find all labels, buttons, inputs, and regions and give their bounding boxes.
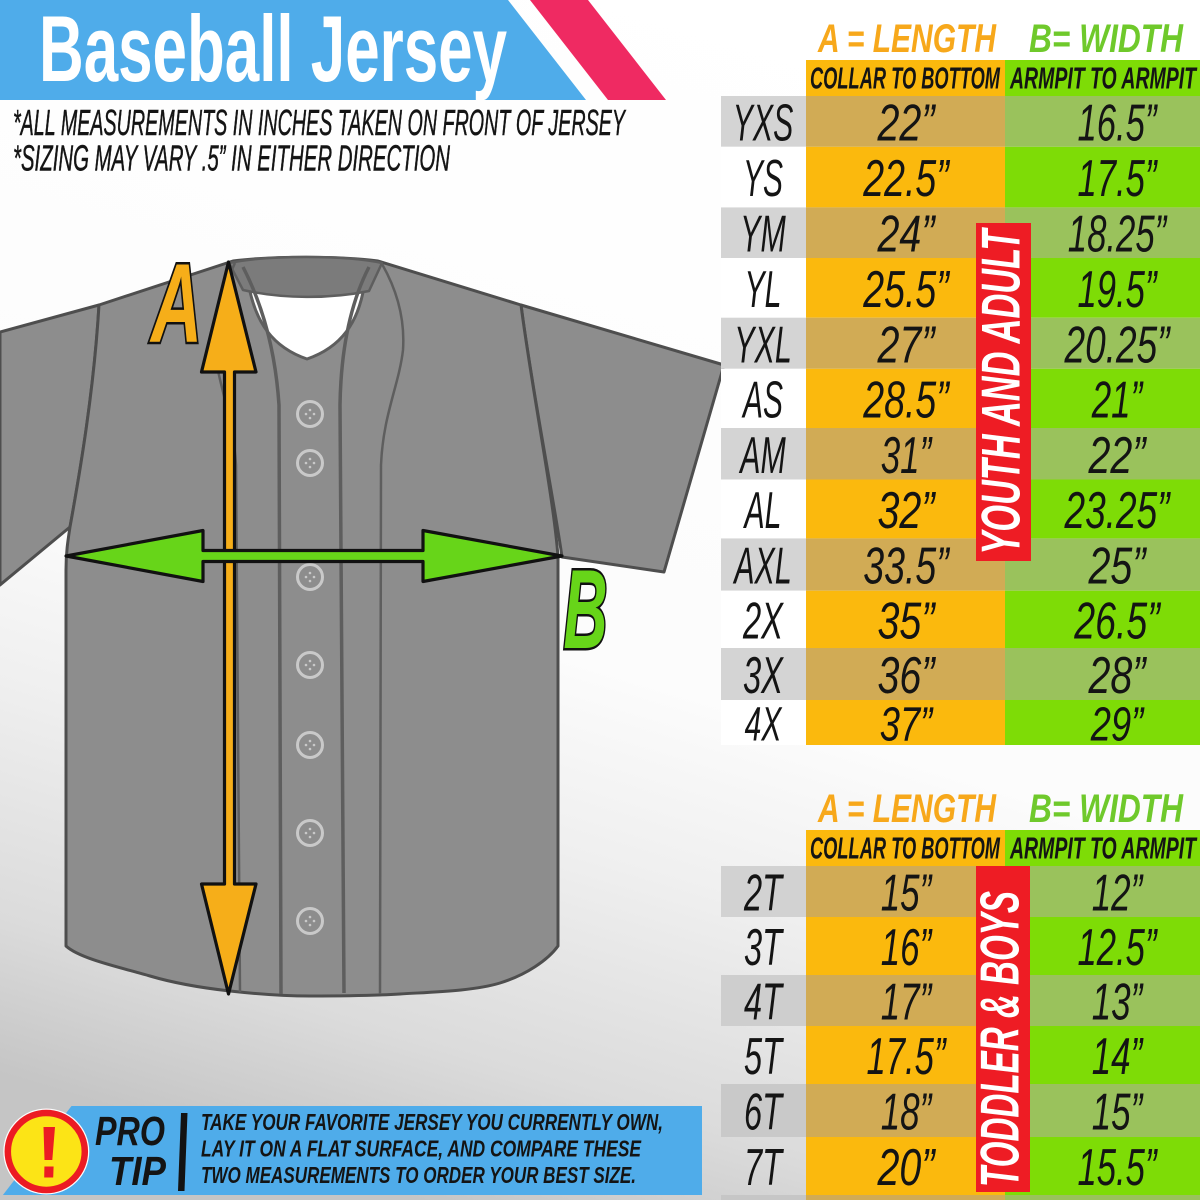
- svg-text:15”: 15”: [1092, 1084, 1144, 1142]
- svg-text:TWO MEASUREMENTS TO ORDER YOUR: TWO MEASUREMENTS TO ORDER YOUR BEST SIZE…: [201, 1162, 636, 1188]
- svg-text:19.5”: 19.5”: [1078, 261, 1159, 319]
- svg-text:28.5”: 28.5”: [863, 371, 951, 429]
- svg-text:3X: 3X: [743, 647, 784, 705]
- svg-text:15.5”: 15.5”: [1078, 1139, 1159, 1197]
- svg-text:YS: YS: [743, 150, 783, 208]
- svg-text:AXL: AXL: [732, 538, 791, 596]
- svg-text:33.5”: 33.5”: [863, 538, 950, 596]
- svg-text:A: A: [149, 241, 202, 366]
- svg-text:YL: YL: [745, 261, 782, 319]
- svg-text:22.5”: 22.5”: [863, 150, 951, 208]
- svg-text:17.5”: 17.5”: [1078, 150, 1159, 208]
- svg-text:2T: 2T: [743, 865, 784, 923]
- svg-text:Baseball Jersey: Baseball Jersey: [39, 0, 507, 101]
- svg-text:18”: 18”: [881, 1084, 933, 1142]
- svg-text:TIP: TIP: [109, 1148, 167, 1194]
- svg-text:25”: 25”: [1088, 538, 1148, 596]
- svg-text:AL: AL: [743, 482, 782, 540]
- svg-text:13”: 13”: [1092, 974, 1144, 1032]
- svg-text:25.5”: 25.5”: [863, 261, 951, 319]
- svg-text:28”: 28”: [1088, 647, 1148, 705]
- svg-text:32”: 32”: [878, 482, 937, 540]
- svg-text:A = LENGTH: A = LENGTH: [817, 787, 997, 831]
- svg-text:A = LENGTH: A = LENGTH: [817, 17, 997, 61]
- svg-text:29”: 29”: [1090, 699, 1145, 752]
- svg-text:LAY IT ON A FLAT SURFACE, AND: LAY IT ON A FLAT SURFACE, AND COMPARE TH…: [201, 1136, 642, 1162]
- svg-text:2X: 2X: [742, 592, 784, 650]
- svg-text:YOUTH AND ADULT: YOUTH AND ADULT: [970, 227, 1032, 555]
- svg-text:ARMPIT TO ARMPIT: ARMPIT TO ARMPIT: [1009, 61, 1198, 96]
- svg-text:24”: 24”: [877, 206, 937, 264]
- svg-text:31”: 31”: [881, 427, 933, 485]
- svg-text:B= WIDTH: B= WIDTH: [1029, 787, 1184, 831]
- svg-text:17.5”: 17.5”: [867, 1028, 948, 1086]
- svg-text:27”: 27”: [877, 316, 937, 374]
- svg-text:17”: 17”: [881, 974, 933, 1032]
- svg-text:26.5”: 26.5”: [1074, 592, 1162, 650]
- svg-text:5T: 5T: [744, 1028, 784, 1086]
- svg-text:4T: 4T: [744, 974, 784, 1032]
- svg-text:7T: 7T: [744, 1139, 784, 1197]
- svg-text:23.25”: 23.25”: [1064, 482, 1172, 540]
- svg-text:35”: 35”: [878, 592, 937, 650]
- svg-text:20.25”: 20.25”: [1064, 316, 1172, 374]
- svg-text:3T: 3T: [744, 919, 784, 977]
- svg-text:YXS: YXS: [733, 94, 794, 152]
- svg-text:AM: AM: [739, 427, 787, 485]
- svg-text:ARMPIT TO ARMPIT: ARMPIT TO ARMPIT: [1009, 831, 1198, 866]
- svg-text:18.25”: 18.25”: [1068, 206, 1168, 264]
- svg-text:TODDLER & BOYS: TODDLER & BOYS: [969, 891, 1031, 1187]
- svg-text:22”: 22”: [877, 94, 937, 152]
- svg-text:16”: 16”: [881, 919, 933, 977]
- svg-text:37”: 37”: [880, 699, 934, 752]
- svg-text:B: B: [564, 547, 608, 672]
- svg-text:21”: 21”: [1091, 371, 1144, 429]
- svg-text:YXL: YXL: [734, 316, 792, 374]
- svg-text:COLLAR TO BOTTOM: COLLAR TO BOTTOM: [810, 831, 1001, 866]
- svg-text:PRO: PRO: [95, 1108, 165, 1154]
- svg-text:36”: 36”: [878, 647, 937, 705]
- svg-text:15”: 15”: [881, 865, 933, 923]
- svg-text:B= WIDTH: B= WIDTH: [1029, 17, 1184, 61]
- svg-text:*SIZING MAY VARY .5” IN EITHER: *SIZING MAY VARY .5” IN EITHER DIRECTION: [13, 138, 451, 179]
- svg-text:14”: 14”: [1092, 1028, 1144, 1086]
- svg-text:6T: 6T: [744, 1084, 784, 1142]
- svg-text:16.5”: 16.5”: [1078, 94, 1159, 152]
- svg-text:12”: 12”: [1092, 865, 1144, 923]
- svg-text:YM: YM: [740, 206, 786, 264]
- svg-text:12.5”: 12.5”: [1078, 919, 1159, 977]
- svg-text:4X: 4X: [745, 699, 783, 752]
- svg-text:20”: 20”: [877, 1139, 937, 1197]
- svg-text:*ALL MEASUREMENTS IN INCHES TA: *ALL MEASUREMENTS IN INCHES TAKEN ON FRO…: [13, 102, 627, 143]
- svg-text:COLLAR TO BOTTOM: COLLAR TO BOTTOM: [810, 61, 1001, 96]
- svg-text:TAKE YOUR FAVORITE JERSEY YOU: TAKE YOUR FAVORITE JERSEY YOU CURRENTLY …: [201, 1109, 663, 1135]
- svg-text:22”: 22”: [1088, 427, 1148, 485]
- svg-text:AS: AS: [741, 371, 783, 429]
